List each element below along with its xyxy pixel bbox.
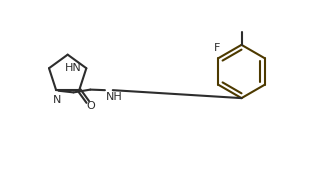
Text: NH: NH <box>106 92 123 102</box>
Text: N: N <box>52 95 61 105</box>
Text: O: O <box>86 101 95 111</box>
Text: HN: HN <box>65 63 81 73</box>
Text: F: F <box>214 43 220 53</box>
